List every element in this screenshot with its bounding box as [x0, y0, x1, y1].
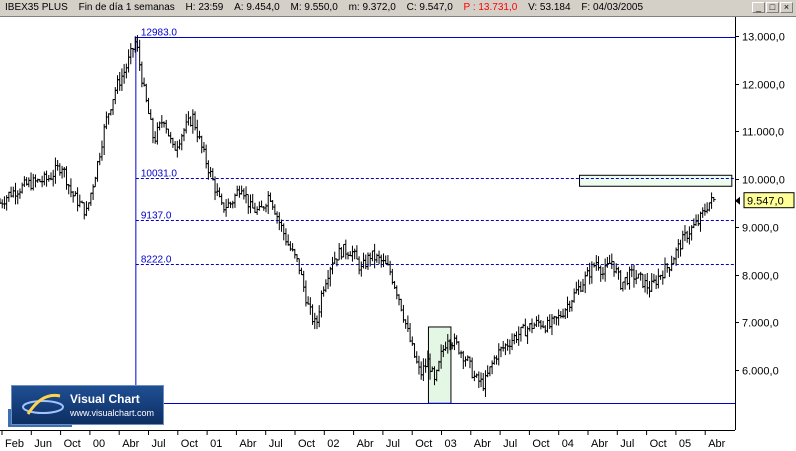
level-label-3: 8222.0 — [141, 255, 172, 266]
date-tick-label-18: Oct — [532, 438, 549, 450]
price-chart[interactable]: 12983.0 10031.0 9137.0 8222.0 13.000,0 12.000… — [0, 17, 796, 451]
date-tick-label-13: Jul — [386, 438, 400, 450]
date-tick-label-24: Abr — [708, 438, 725, 450]
date-tick-label-12: Abr — [357, 438, 374, 450]
date-axis-background — [0, 430, 796, 451]
highlight-box-1 — [579, 174, 733, 187]
date-tick-label-10: Oct — [298, 438, 315, 450]
plot-background — [0, 17, 796, 451]
max-value: M: 9.550,0 — [290, 2, 338, 13]
level-label-1: 10031.0 — [141, 169, 178, 180]
date-tick-label-8: Abr — [239, 438, 256, 450]
date-tick-label-11: 02 — [327, 438, 339, 450]
date-tick-label-9: Jul — [269, 438, 283, 450]
price-tick-label-5: 8.000,0 — [742, 271, 779, 283]
volume-value: V: 53.184 — [528, 2, 571, 13]
current-price-box — [743, 192, 795, 209]
title-bar[interactable]: IBEX35 PLUS Fin de día 1 semanas H: 23:5… — [0, 0, 796, 17]
date-tick-label-6: Oct — [181, 438, 198, 450]
date-tick-label-0: Feb — [5, 438, 24, 450]
date-tick-label-5: Jul — [152, 438, 166, 450]
date-tick-label-4: Abr — [122, 438, 139, 450]
current-price-label: 9.547,0 — [747, 196, 784, 208]
points-value: P : 13.731,0 — [463, 2, 518, 13]
date-tick-label-1: Jun — [34, 438, 52, 450]
close-button[interactable]: × — [780, 2, 793, 13]
date-tick-label-16: Abr — [474, 438, 491, 450]
symbol-name: IBEX35 PLUS — [5, 2, 68, 13]
price-tick-label-2: 11.000,0 — [742, 127, 784, 139]
date-tick-label-2: Oct — [64, 438, 81, 450]
price-tick-label-1: 12.000,0 — [742, 80, 785, 92]
ask-value: A: 9.454,0 — [234, 2, 280, 13]
price-tick-label-7: 6.000,0 — [742, 366, 779, 378]
min-value: m: 9.372,0 — [348, 2, 396, 13]
ohlc-bars — [0, 35, 716, 397]
date-tick-label-7: 01 — [210, 438, 222, 450]
date-tick-label-23: 05 — [679, 438, 691, 450]
date-value: F: 04/03/2005 — [581, 2, 644, 13]
level-label-2: 9137.0 — [141, 211, 172, 222]
price-tick-label-0: 13.000,0 — [742, 32, 785, 44]
date-tick-label-22: Oct — [650, 438, 667, 450]
date-tick-label-17: Jul — [503, 438, 517, 450]
date-tick-label-19: 04 — [562, 438, 574, 450]
maximize-button[interactable]: □ — [766, 2, 779, 13]
date-tick-label-20: Abr — [591, 438, 608, 450]
date-tick-label-21: Jul — [620, 438, 634, 450]
date-tick-label-14: Oct — [415, 438, 432, 450]
level-label-0: 12983.0 — [141, 28, 178, 39]
date-tick-label-3: 00 — [93, 438, 105, 450]
price-tick-label-4: 9.000,0 — [742, 223, 779, 235]
period-label: Fin de día 1 semanas — [78, 2, 175, 13]
current-price-arrow — [735, 196, 740, 205]
price-tick-label-6: 7.000,0 — [742, 318, 779, 330]
minimize-button[interactable]: _ — [752, 2, 765, 13]
close-value: C: 9.547,0 — [406, 2, 453, 13]
high-time: H: 23:59 — [185, 2, 224, 13]
logo-swoosh-icon — [22, 393, 64, 415]
date-tick-label-15: 03 — [445, 438, 457, 450]
logo-title: Visual Chart — [70, 392, 140, 406]
visualchart-logo[interactable]: Visual Chart www.visualchart.com — [11, 385, 164, 425]
logo-url: www.visualchart.com — [70, 408, 155, 418]
price-tick-label-3: 10.000,0 — [742, 175, 785, 187]
